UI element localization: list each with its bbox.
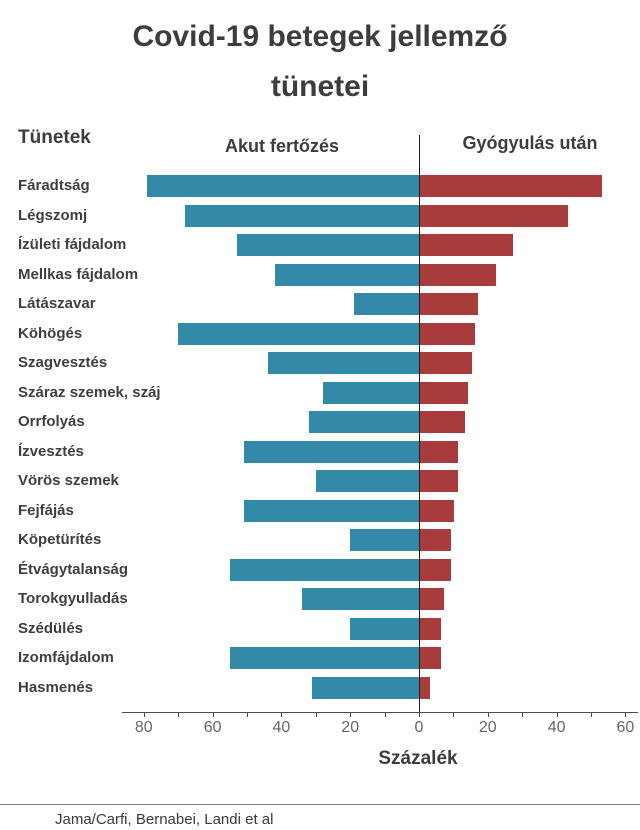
- acute-bar: [315, 470, 419, 492]
- axis-tick-label: 40: [547, 719, 566, 736]
- acute-bar: [312, 676, 419, 699]
- recovery-bar: [420, 529, 451, 551]
- symptom-label: Étvágytalanság: [18, 560, 129, 578]
- symptom-label: Ízvesztés: [18, 442, 84, 460]
- symptom-label: Orrfolyás: [18, 413, 85, 430]
- axis-tick: [625, 712, 627, 717]
- recovery-bar: [420, 676, 431, 699]
- recovery-bar: [420, 588, 445, 610]
- acute-bar: [308, 411, 419, 433]
- recovery-bar: [420, 558, 451, 581]
- axis-tick: [315, 712, 317, 717]
- axis-tick: [178, 712, 180, 717]
- acute-bar: [185, 204, 419, 227]
- axis-tick-label: 0: [414, 719, 424, 736]
- recovery-bar: [420, 322, 476, 345]
- recovery-bar: [420, 352, 472, 374]
- axis-tick: [487, 712, 489, 717]
- acute-series-header: Akut fertőzés: [224, 136, 340, 156]
- symptom-label: Légszomj: [18, 206, 88, 224]
- acute-bar: [302, 588, 419, 610]
- symptom-label: Torokgyulladás: [18, 590, 128, 607]
- axis-tick: [384, 712, 386, 717]
- acute-bar: [267, 352, 419, 374]
- recovery-bar: [420, 263, 496, 286]
- axis-tick: [556, 712, 558, 717]
- recovery-series-header: Gyógyulás után: [462, 133, 598, 153]
- axis-tick-label: 60: [616, 719, 635, 736]
- axis-tick: [453, 712, 455, 717]
- recovery-bar: [420, 175, 603, 197]
- axis-tick-label: 20: [341, 719, 360, 736]
- recovery-bar: [420, 470, 458, 492]
- recovery-bar: [420, 381, 469, 404]
- recovery-bar: [420, 204, 568, 227]
- acute-bar: [229, 558, 419, 581]
- symptom-label: Szagvesztés: [18, 354, 108, 371]
- recovery-bar: [420, 293, 479, 315]
- symptoms-column-header: Tünetek: [18, 127, 91, 148]
- axis-tick-label: 20: [478, 719, 497, 736]
- symptom-label: Száraz szemek, száj: [18, 383, 161, 401]
- axis-tick-label: 40: [272, 719, 291, 736]
- symptom-label: Fejfájás: [18, 501, 74, 519]
- recovery-bar: [420, 440, 458, 463]
- recovery-bar: [420, 499, 455, 522]
- axis-tick: [281, 712, 283, 717]
- axis-tick: [350, 712, 352, 717]
- symptom-label: Szédülés: [18, 619, 84, 637]
- x-axis-title: Százalék: [378, 748, 458, 769]
- symptom-label: Fáradtság: [18, 177, 90, 194]
- x-axis-line: [122, 712, 638, 713]
- recovery-bar: [420, 234, 513, 256]
- recovery-bar: [420, 647, 441, 669]
- acute-bar: [229, 647, 419, 669]
- symptom-label: Vörös szemek: [18, 472, 119, 489]
- axis-tick-label: 80: [134, 719, 153, 736]
- recovery-bar: [420, 617, 441, 640]
- symptom-label: Látászavar: [18, 295, 96, 312]
- axis-tick: [591, 712, 592, 717]
- footer-divider: [0, 804, 640, 805]
- symptom-label: Izomfájdalom: [18, 649, 114, 666]
- axis-tick: [419, 712, 420, 717]
- source-attribution: Jama/Carfi, Bernabei, Landi et al: [55, 811, 274, 828]
- acute-bar: [147, 175, 419, 197]
- symptom-label: Ízületi fájdalom: [18, 236, 127, 253]
- axis-tick: [212, 712, 214, 717]
- acute-bar: [350, 529, 419, 551]
- zero-baseline: [419, 135, 420, 712]
- axis-tick: [143, 712, 145, 717]
- symptom-label: Hasmenés: [18, 678, 94, 696]
- acute-bar: [243, 499, 419, 522]
- acute-bar: [274, 263, 419, 286]
- acute-bar: [322, 381, 419, 404]
- acute-bar: [353, 293, 419, 315]
- symptom-label: Köhögés: [18, 324, 83, 342]
- symptom-label: Mellkas fájdalom: [18, 265, 139, 283]
- acute-bar: [243, 440, 419, 463]
- acute-bar: [350, 617, 419, 640]
- axis-tick-label: 60: [203, 719, 222, 736]
- acute-bar: [178, 322, 419, 345]
- acute-bar: [236, 234, 419, 256]
- axis-tick: [247, 712, 248, 717]
- symptom-label: Köpetürítés: [18, 531, 102, 548]
- chart-title: Covid-19 betegek jellemző tünetei: [132, 20, 508, 103]
- recovery-bar: [420, 411, 465, 433]
- axis-tick: [522, 712, 524, 717]
